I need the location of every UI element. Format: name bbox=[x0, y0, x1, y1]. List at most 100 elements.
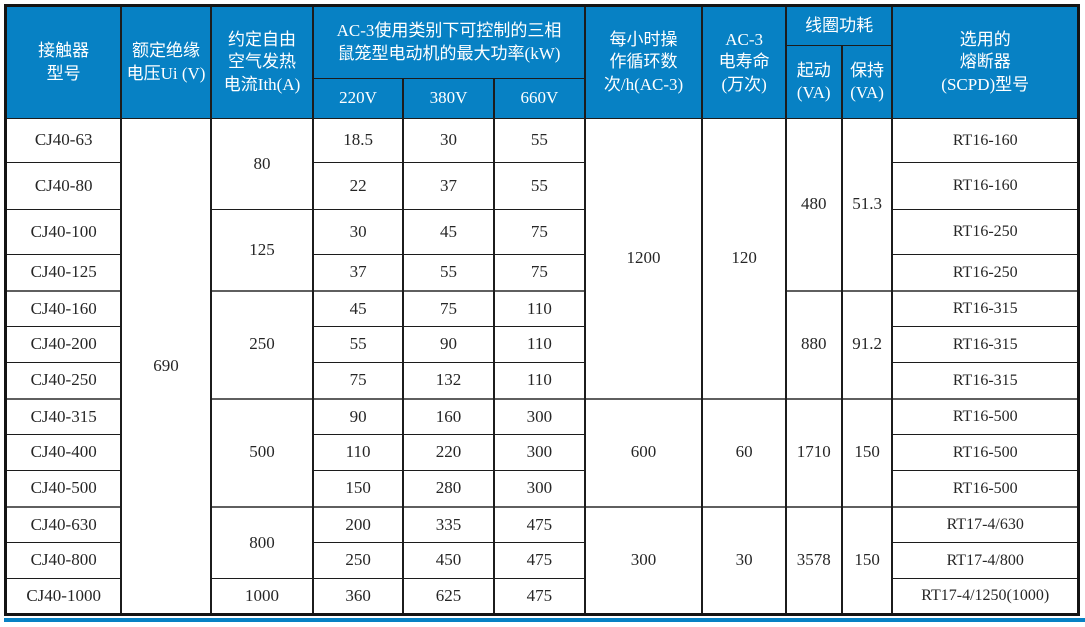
coil-start-cell: 1710 bbox=[784, 397, 843, 507]
col-header-380v: 380V bbox=[401, 78, 496, 119]
power-380v-cell: 75 bbox=[401, 289, 496, 327]
ops-cell: 600 bbox=[583, 397, 704, 507]
coil-hold-cell: 150 bbox=[840, 397, 894, 507]
fuse-cell: RT16-500 bbox=[891, 397, 1080, 435]
power-220v-cell: 18.5 bbox=[312, 118, 404, 163]
power-660v-cell: 55 bbox=[493, 118, 586, 163]
coil-hold-cell: 51.3 bbox=[840, 118, 894, 291]
model-cell: CJ40-200 bbox=[4, 326, 123, 363]
power-220v-cell: 37 bbox=[312, 254, 404, 291]
power-380v-cell: 90 bbox=[401, 326, 496, 363]
coil-hold-cell: 150 bbox=[840, 505, 894, 615]
col-header-660v: 660V bbox=[493, 78, 586, 119]
col-header-ac3-power: AC-3使用类别下可控制的三相 鼠笼型电动机的最大功率(kW) bbox=[312, 5, 586, 79]
col-header-life: AC-3 电寿命 (万次) bbox=[701, 5, 787, 119]
col-header-220v: 220V bbox=[312, 78, 404, 119]
fuse-cell: RT16-250 bbox=[891, 254, 1080, 291]
table-row: CJ40-63 690 80 18.5 30 55 1200 120 480 5… bbox=[4, 118, 1080, 615]
power-380v-cell: 450 bbox=[401, 542, 496, 579]
fuse-cell: RT17-4/1250(1000) bbox=[891, 578, 1080, 615]
power-220v-cell: 75 bbox=[312, 362, 404, 399]
table-header: 接触器 型号 额定绝缘 电压Ui (V) 约定自由 空气发热 电流Ith(A) … bbox=[4, 5, 1080, 119]
life-cell: 30 bbox=[701, 505, 787, 615]
power-660v-cell: 110 bbox=[493, 326, 586, 363]
fuse-cell: RT16-315 bbox=[891, 326, 1080, 363]
life-cell: 120 bbox=[701, 118, 787, 399]
power-380v-cell: 625 bbox=[401, 578, 496, 615]
ith-cell: 125 bbox=[209, 209, 315, 291]
coil-start-cell: 3578 bbox=[784, 505, 843, 615]
fuse-cell: RT17-4/800 bbox=[891, 542, 1080, 579]
table-row: CJ40-200 55 90 110 RT16-315 bbox=[4, 326, 1080, 363]
table-row: CJ40-80 22 37 55 RT16-160 bbox=[4, 162, 1080, 210]
power-660v-cell: 75 bbox=[493, 254, 586, 291]
bottom-blue-strip bbox=[4, 618, 1085, 622]
model-cell: CJ40-63 bbox=[4, 118, 123, 163]
power-660v-cell: 75 bbox=[493, 209, 586, 255]
table-row: CJ40-315 500 90 160 300 600 60 1710 150 … bbox=[4, 397, 1080, 507]
power-380v-cell: 45 bbox=[401, 209, 496, 255]
fuse-cell: RT16-250 bbox=[891, 209, 1080, 255]
model-cell: CJ40-800 bbox=[4, 542, 123, 579]
power-380v-cell: 280 bbox=[401, 470, 496, 507]
power-660v-cell: 475 bbox=[493, 542, 586, 579]
table-row: CJ40-100 125 30 45 75 RT16-250 bbox=[4, 209, 1080, 291]
power-380v-cell: 335 bbox=[401, 505, 496, 543]
power-380v-cell: 55 bbox=[401, 254, 496, 291]
fuse-cell: RT16-315 bbox=[891, 289, 1080, 327]
model-cell: CJ40-80 bbox=[4, 162, 123, 210]
coil-start-cell: 880 bbox=[784, 289, 843, 399]
model-cell: CJ40-160 bbox=[4, 289, 123, 327]
contactor-spec-table: 接触器 型号 额定绝缘 电压Ui (V) 约定自由 空气发热 电流Ith(A) … bbox=[4, 4, 1080, 616]
table-row: CJ40-500 150 280 300 RT16-500 bbox=[4, 470, 1080, 507]
power-220v-cell: 200 bbox=[312, 505, 404, 543]
power-380v-cell: 160 bbox=[401, 397, 496, 435]
fuse-cell: RT16-160 bbox=[891, 118, 1080, 163]
power-380v-cell: 132 bbox=[401, 362, 496, 399]
model-cell: CJ40-500 bbox=[4, 470, 123, 507]
table-row: CJ40-125 37 55 75 RT16-250 bbox=[4, 254, 1080, 291]
model-cell: CJ40-400 bbox=[4, 434, 123, 471]
col-header-fuse: 选用的 熔断器 (SCPD)型号 bbox=[891, 5, 1080, 119]
ith-cell: 1000 bbox=[209, 578, 315, 615]
power-220v-cell: 250 bbox=[312, 542, 404, 579]
power-660v-cell: 110 bbox=[493, 362, 586, 399]
col-header-ops: 每小时操 作循环数 次/h(AC-3) bbox=[583, 5, 704, 119]
coil-hold-cell: 91.2 bbox=[840, 289, 894, 399]
power-220v-cell: 90 bbox=[312, 397, 404, 435]
model-cell: CJ40-125 bbox=[4, 254, 123, 291]
power-660v-cell: 300 bbox=[493, 397, 586, 435]
power-660v-cell: 110 bbox=[493, 289, 586, 327]
ith-cell: 500 bbox=[209, 397, 315, 507]
power-220v-cell: 30 bbox=[312, 209, 404, 255]
ops-cell: 1200 bbox=[583, 118, 704, 399]
col-header-ui: 额定绝缘 电压Ui (V) bbox=[120, 5, 212, 119]
table-row: CJ40-250 75 132 110 RT16-315 bbox=[4, 362, 1080, 399]
life-cell: 60 bbox=[701, 397, 787, 507]
table-row: CJ40-160 250 45 75 110 880 91.2 RT16-315 bbox=[4, 289, 1080, 399]
table-row: CJ40-1000 1000 360 625 475 RT17-4/1250(1… bbox=[4, 578, 1080, 615]
power-220v-cell: 45 bbox=[312, 289, 404, 327]
ui-cell: 690 bbox=[120, 118, 212, 615]
power-660v-cell: 55 bbox=[493, 162, 586, 210]
fuse-cell: RT17-4/630 bbox=[891, 505, 1080, 543]
ops-cell: 300 bbox=[583, 505, 704, 615]
power-660v-cell: 300 bbox=[493, 434, 586, 471]
col-header-coil: 线圈功耗 bbox=[784, 5, 894, 46]
power-380v-cell: 30 bbox=[401, 118, 496, 163]
model-cell: CJ40-100 bbox=[4, 209, 123, 255]
power-220v-cell: 55 bbox=[312, 326, 404, 363]
power-380v-cell: 220 bbox=[401, 434, 496, 471]
model-cell: CJ40-315 bbox=[4, 397, 123, 435]
power-660v-cell: 475 bbox=[493, 505, 586, 543]
col-header-coil-hold: 保持 (VA) bbox=[840, 45, 894, 119]
ith-cell: 80 bbox=[209, 118, 315, 210]
fuse-cell: RT16-500 bbox=[891, 470, 1080, 507]
power-660v-cell: 475 bbox=[493, 578, 586, 615]
model-cell: CJ40-630 bbox=[4, 505, 123, 543]
power-220v-cell: 22 bbox=[312, 162, 404, 210]
ith-cell: 250 bbox=[209, 289, 315, 399]
table-row: CJ40-400 110 220 300 RT16-500 bbox=[4, 434, 1080, 471]
fuse-cell: RT16-315 bbox=[891, 362, 1080, 399]
